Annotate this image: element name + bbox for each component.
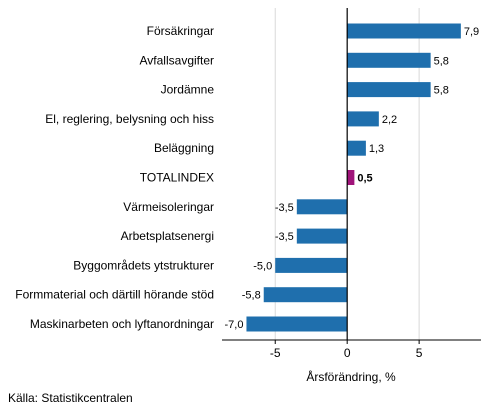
x-tick-label: 5 bbox=[416, 346, 423, 360]
value-label: -3,5 bbox=[275, 202, 294, 214]
bars-layer bbox=[246, 23, 461, 332]
bar-9 bbox=[263, 287, 348, 303]
category-label: Maskinarbeten och lyftanordningar bbox=[30, 317, 214, 331]
value-label: 5,8 bbox=[434, 85, 449, 97]
bar-2 bbox=[347, 82, 431, 98]
bar-7 bbox=[296, 228, 348, 244]
bar-8 bbox=[275, 257, 348, 273]
value-label: 0,5 bbox=[357, 173, 372, 185]
category-label: El, reglering, belysning och hiss bbox=[45, 112, 214, 126]
value-label: 2,2 bbox=[382, 114, 397, 126]
bar-4 bbox=[347, 140, 366, 156]
category-label: Arbetsplatsenergi bbox=[121, 229, 214, 243]
value-label: -7,0 bbox=[224, 319, 243, 331]
value-label: -5,0 bbox=[253, 260, 272, 272]
bar-0 bbox=[347, 23, 461, 39]
bar-5 bbox=[347, 170, 355, 185]
x-tick-label: 0 bbox=[344, 346, 351, 360]
labels-layer: Försäkringar 7,9 Avfallsavgifter 5,8 Jordämn… bbox=[15, 24, 479, 331]
category-label: Beläggning bbox=[154, 141, 214, 155]
value-label: 1,3 bbox=[369, 143, 384, 155]
bar-6 bbox=[296, 199, 348, 215]
category-label: Jordämne bbox=[161, 83, 215, 97]
category-label: Avfallsavgifter bbox=[140, 53, 214, 67]
value-label: 5,8 bbox=[434, 55, 449, 67]
x-tick-label: -5 bbox=[270, 346, 281, 360]
value-label: -3,5 bbox=[275, 231, 294, 243]
source-note: Källa: Statistikcentralen bbox=[8, 391, 133, 405]
category-label: Formmaterial och därtill hörande stöd bbox=[15, 288, 214, 302]
bar-10 bbox=[246, 316, 348, 332]
x-axis-title: Årsförändring, % bbox=[306, 369, 396, 384]
bar-3 bbox=[347, 111, 379, 127]
value-label: -5,8 bbox=[242, 290, 261, 302]
category-label: TOTALINDEX bbox=[140, 171, 214, 185]
axis-layer: -5 0 5 bbox=[222, 8, 481, 360]
category-label: Värmeisoleringar bbox=[123, 200, 214, 214]
bar-1 bbox=[347, 52, 431, 68]
category-label: Byggområdets ytstrukturer bbox=[73, 258, 214, 272]
category-label: Försäkringar bbox=[147, 24, 214, 38]
value-label: 7,9 bbox=[464, 26, 479, 38]
